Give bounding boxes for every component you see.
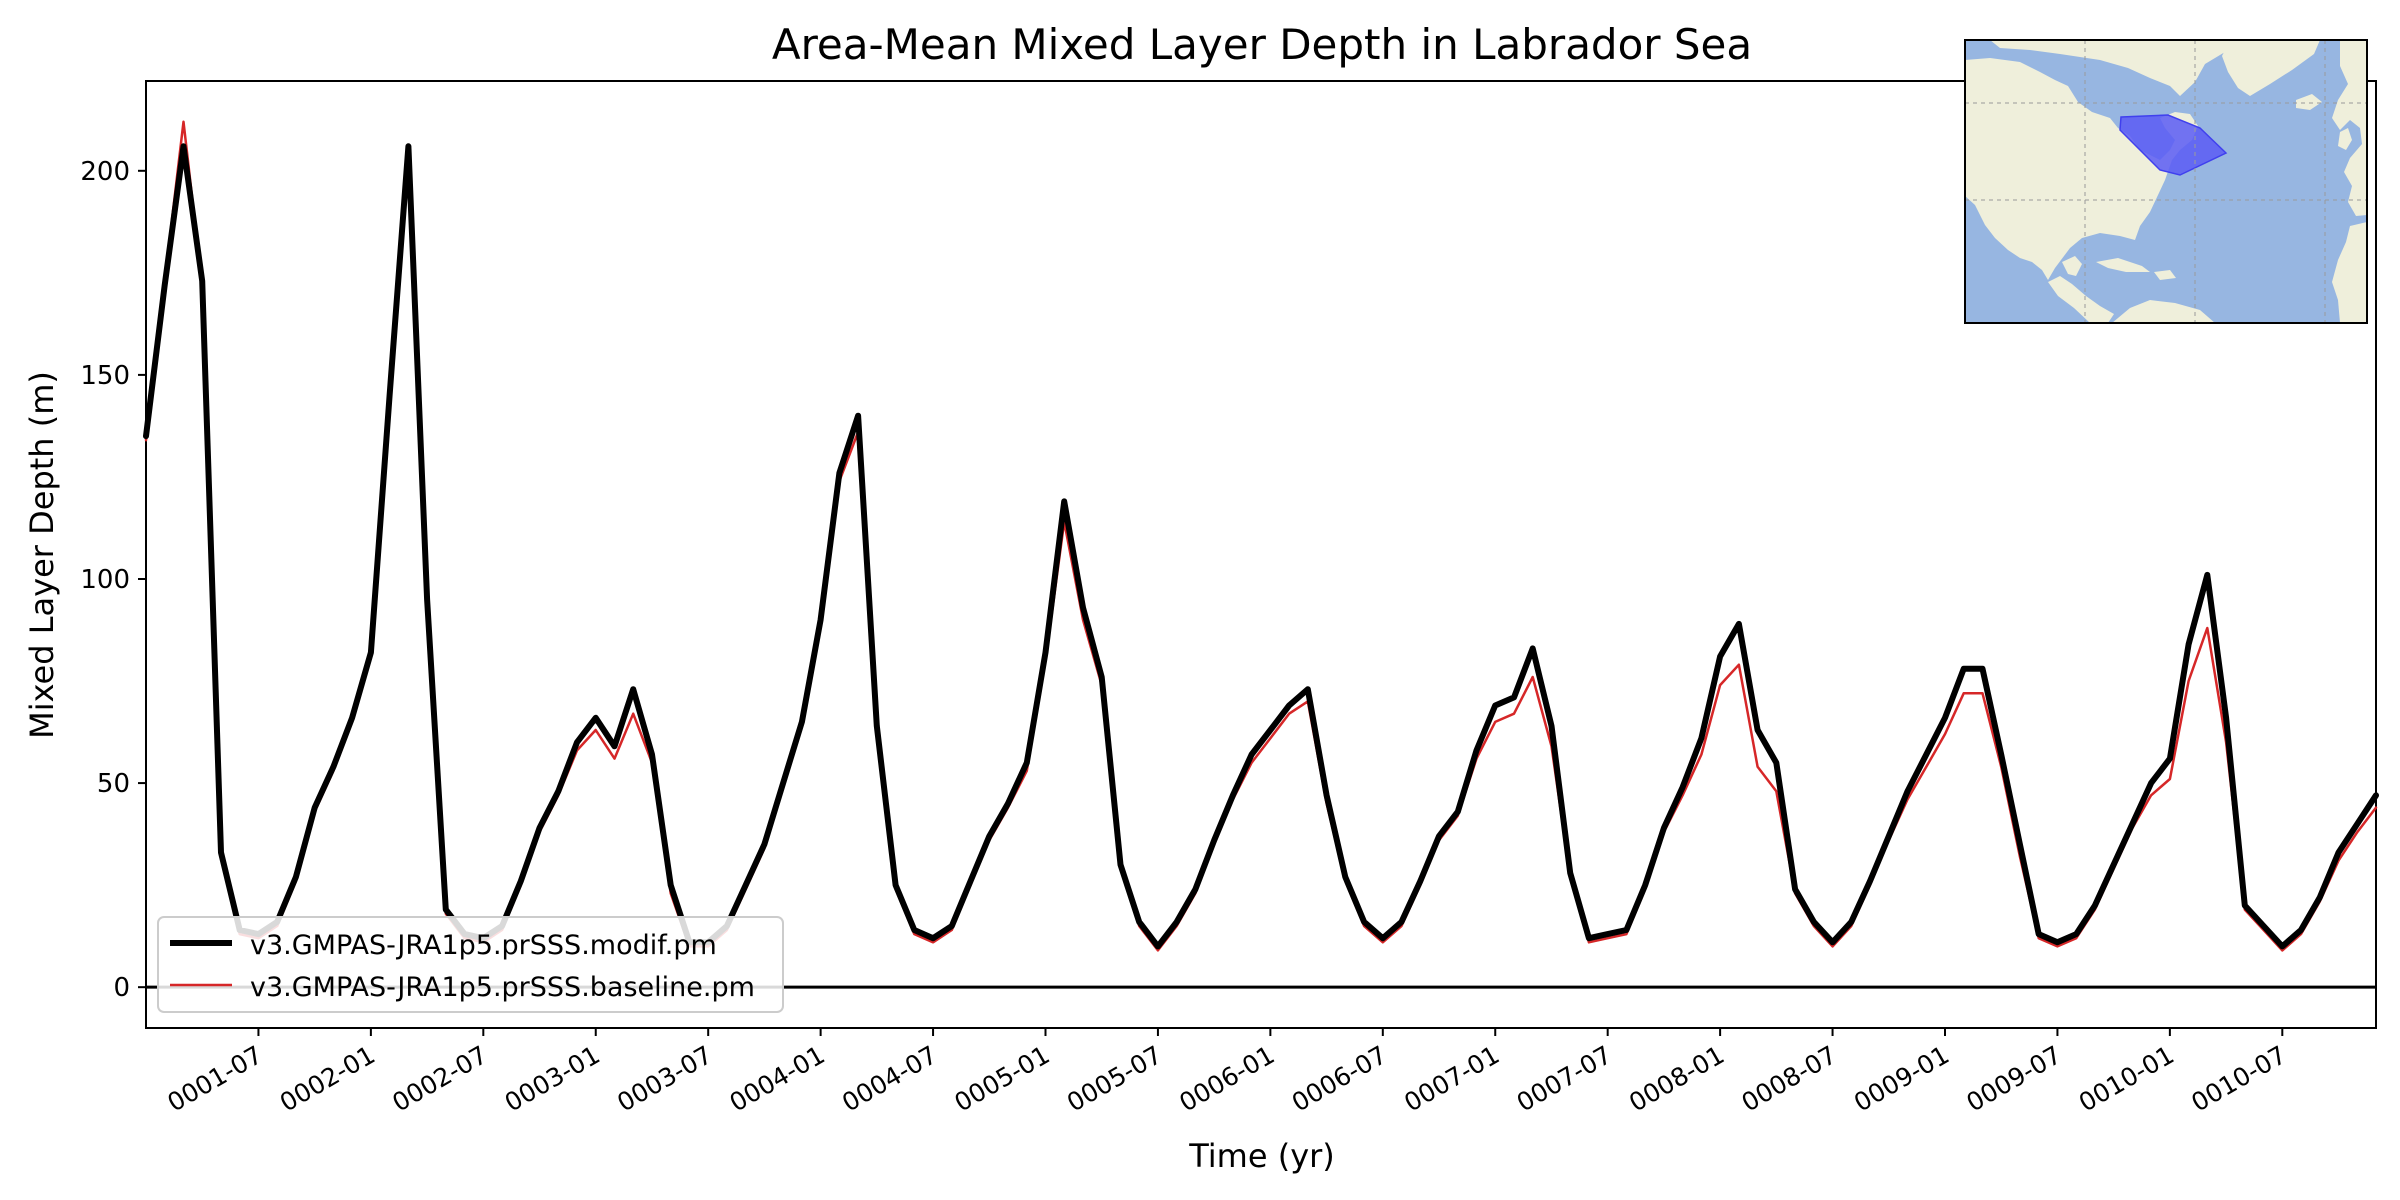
inset-map-british-isles xyxy=(2338,128,2352,150)
y-axis-label: Mixed Layer Depth (m) xyxy=(23,371,61,739)
inset-map-cuba xyxy=(2096,258,2150,272)
y-tick-label: 50 xyxy=(97,769,130,799)
inset-map-arctic-islands xyxy=(1990,40,2230,96)
legend: v3.GMPAS-JRA1p5.prSSS.modif.pm v3.GMPAS-… xyxy=(157,916,784,1013)
x-axis-label: Time (yr) xyxy=(1188,1137,1335,1175)
inset-map-iceland xyxy=(2296,94,2322,110)
y-tick-label: 200 xyxy=(80,157,130,187)
inset-map-yucatan xyxy=(2062,256,2082,276)
plot-frame xyxy=(145,80,2377,1029)
inset-map-gridlines xyxy=(1965,40,2367,323)
inset-map-south-america xyxy=(2112,300,2215,323)
inset-map-africa xyxy=(2332,222,2367,323)
inset-map-frame xyxy=(1964,39,2368,324)
legend-label-baseline: v3.GMPAS-JRA1p5.prSSS.baseline.pm xyxy=(250,972,755,1003)
legend-label-modif: v3.GMPAS-JRA1p5.prSSS.modif.pm xyxy=(250,930,717,961)
inset-map-europe xyxy=(2332,40,2367,216)
inset-map xyxy=(1964,39,2368,324)
inset-map-labrador-region xyxy=(2119,114,2228,176)
y-tick-label: 0 xyxy=(113,973,130,1003)
y-axis: 0 50 100 150 200 xyxy=(80,157,146,1003)
legend-box xyxy=(157,916,784,1013)
inset-map-greenland xyxy=(2222,40,2320,96)
series-line-modif xyxy=(143,143,2379,950)
y-tick-label: 100 xyxy=(80,565,130,595)
inset-map-hispaniola xyxy=(2154,270,2176,280)
y-tick-label: 150 xyxy=(80,361,130,391)
inset-map-central-america xyxy=(2048,276,2114,323)
inset-map-north-america xyxy=(1965,58,2198,280)
chart-title: Area-Mean Mixed Layer Depth in Labrador … xyxy=(772,20,1752,69)
series-layer xyxy=(143,120,2379,952)
